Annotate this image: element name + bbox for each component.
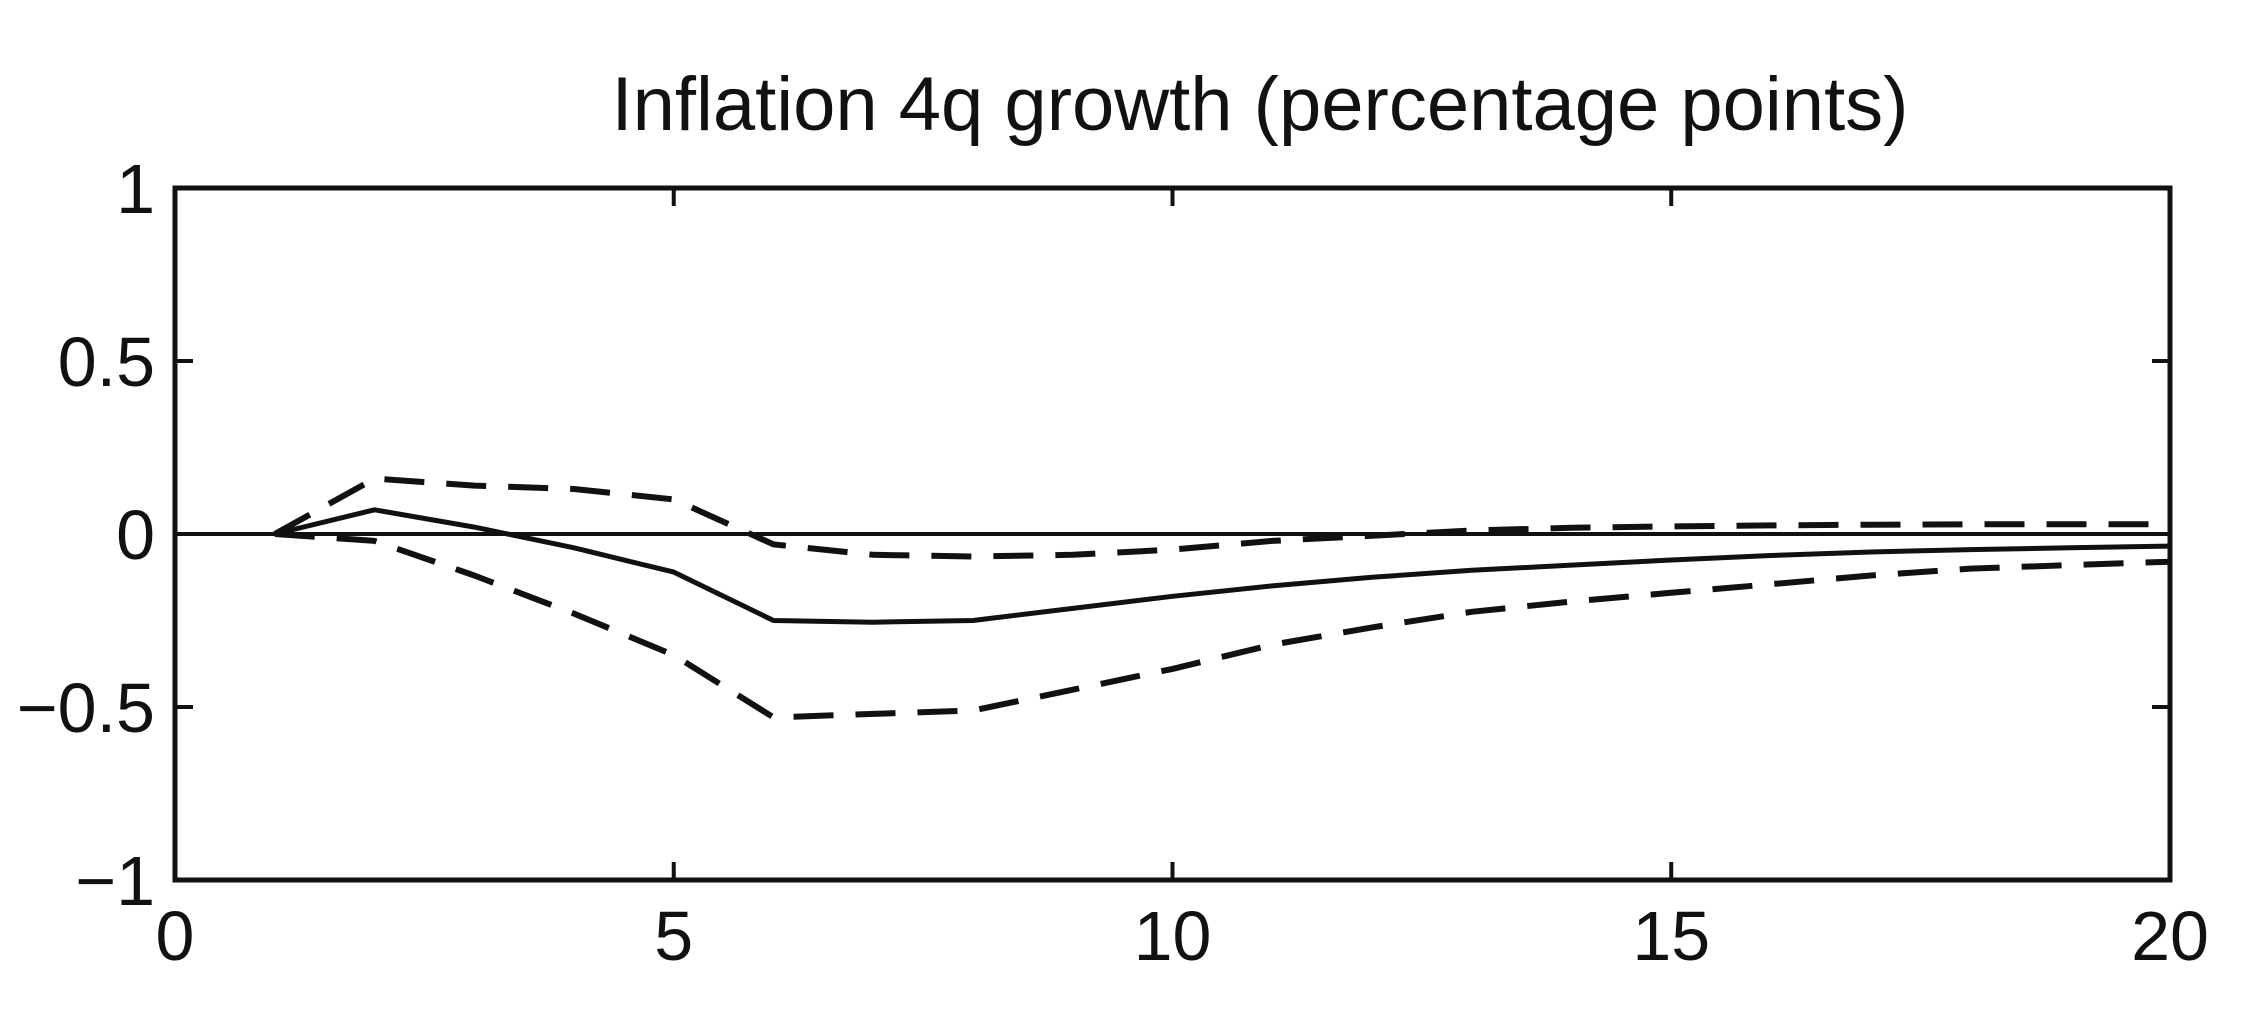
x-tick-label: 5 bbox=[654, 897, 693, 975]
x-tick-label: 10 bbox=[1134, 897, 1212, 975]
plot-area: 0 5 10 15 20 1 0.5 0 −0.5 −1 bbox=[17, 150, 2209, 975]
y-tick-label: 1 bbox=[116, 150, 155, 228]
x-tick-label: 20 bbox=[2131, 897, 2209, 975]
series-line-dashed-1 bbox=[273, 475, 2170, 560]
y-tick-label: −1 bbox=[75, 842, 155, 920]
series-line-solid bbox=[274, 507, 2171, 625]
x-tick-label: 15 bbox=[1632, 897, 1710, 975]
chart-title: Inflation 4q growth (percentage points) bbox=[611, 62, 1908, 147]
series-line-dashed-2 bbox=[274, 531, 2171, 721]
y-tick-label: 0.5 bbox=[58, 323, 155, 401]
y-tick-label: −0.5 bbox=[17, 669, 155, 747]
x-tick-label: 0 bbox=[156, 897, 195, 975]
y-tick-label: 0 bbox=[116, 496, 155, 574]
